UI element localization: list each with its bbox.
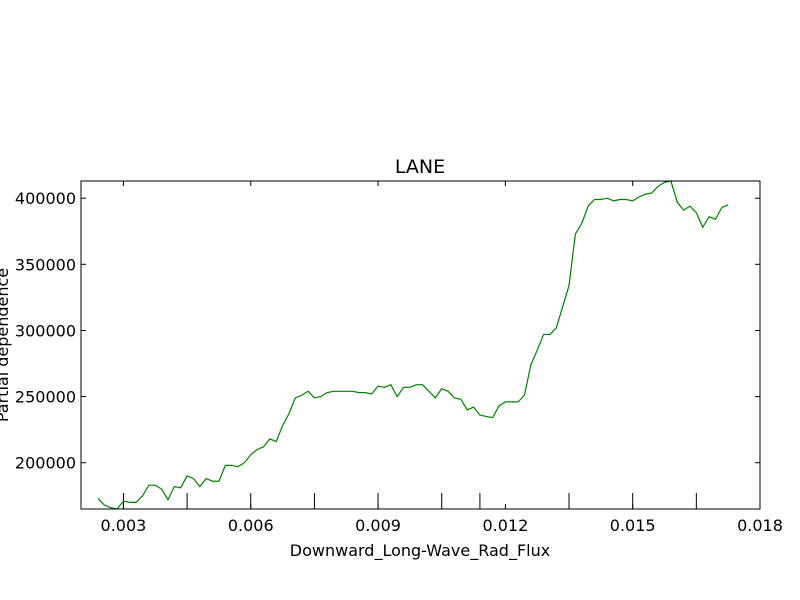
y-axis-label: Partial dependence (0, 268, 12, 422)
x-tick-label: 0.015 (610, 516, 656, 535)
y-axis: 200000 250000 300000 350000 400000 (15, 189, 760, 473)
y-tick-label: 250000 (15, 388, 76, 407)
x-tick-label: 0.006 (228, 516, 274, 535)
y-tick-label: 350000 (15, 255, 76, 274)
x-tick-label: 0.003 (101, 516, 147, 535)
y-tick-label: 200000 (15, 454, 76, 473)
x-tick-label: 0.018 (737, 516, 783, 535)
y-tick-label: 400000 (15, 189, 76, 208)
series-line (97, 180, 729, 510)
y-tick-label: 300000 (15, 321, 76, 340)
x-axis-label: Downward_Long-Wave_Rad_Flux (290, 541, 550, 561)
plot-frame (80, 180, 761, 510)
chart-title: LANE (395, 156, 445, 178)
x-tick-label: 0.009 (355, 516, 401, 535)
x-tick-label: 0.012 (482, 516, 528, 535)
